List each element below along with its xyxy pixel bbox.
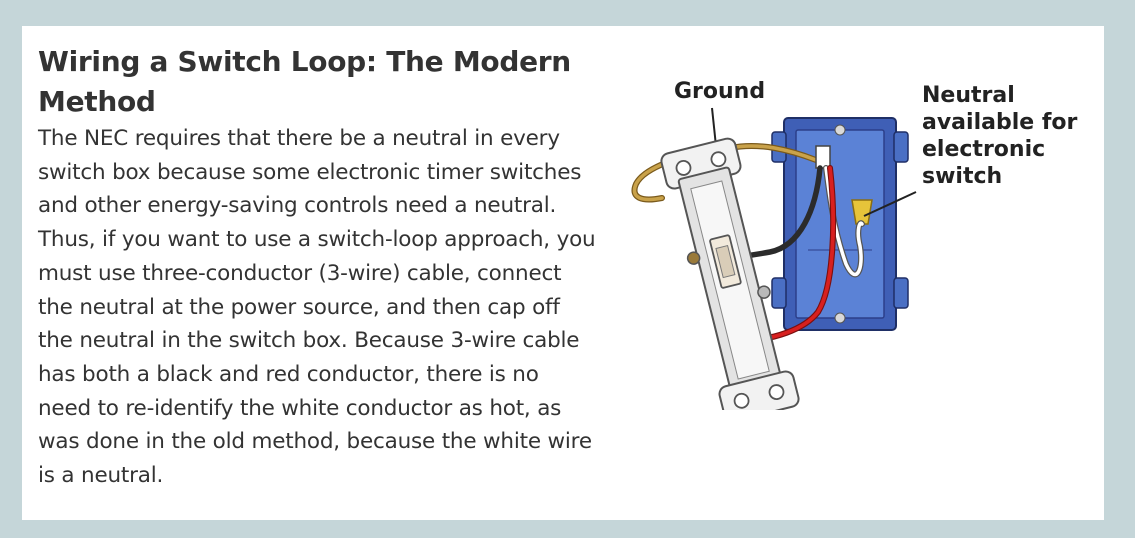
switch-loop-illustration: Ground Neutral available for electronic … [631,79,1078,410]
ground-screw [686,251,701,265]
label-neutral-line-4: switch [922,164,1002,189]
article-text: Wiring a Switch Loop: The Modern Method … [38,42,598,493]
neutral-pointer [863,191,917,217]
wire-nut [851,199,873,225]
light-switch [660,137,800,410]
terminal-screw [757,285,771,299]
cable-clamp [815,145,831,169]
switch-bottom-strap [718,370,800,410]
label-neutral-line-3: electronic [922,137,1045,162]
content-card: Wiring a Switch Loop: The Modern Method … [22,26,1104,520]
label-neutral-line-2: available for [922,110,1078,135]
label-ground: Ground [674,79,765,104]
label-neutral-line-1: Neutral [922,83,1015,108]
article-title: Wiring a Switch Loop: The Modern Method [38,45,571,118]
article-body: The NEC requires that there be a neutral… [38,126,596,489]
